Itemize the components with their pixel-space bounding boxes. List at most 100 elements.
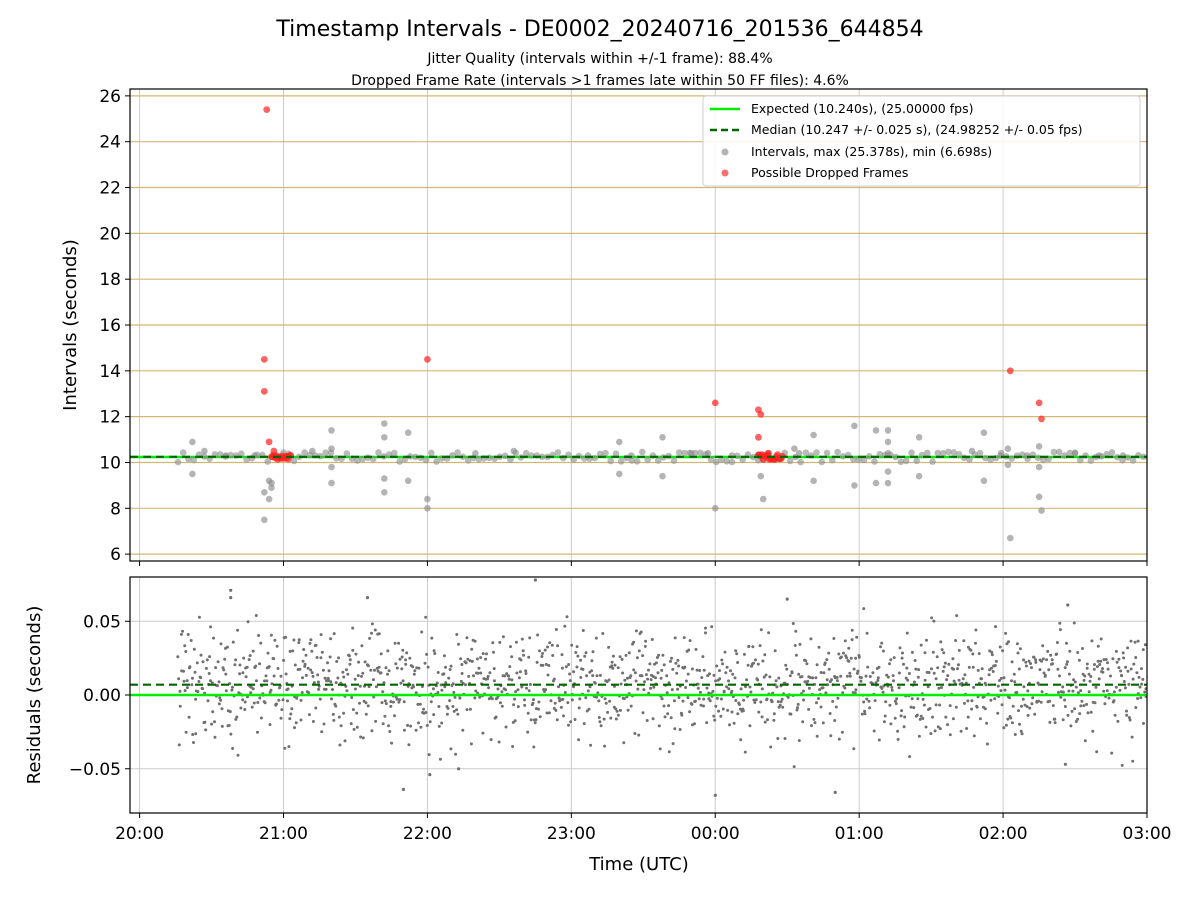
residual-point — [177, 677, 181, 681]
residual-point — [556, 644, 560, 648]
interval-point — [628, 457, 636, 464]
dropped-frame-point — [1035, 399, 1043, 407]
residual-point — [902, 725, 906, 729]
residual-point — [331, 712, 335, 716]
residual-point — [672, 699, 676, 703]
residual-point — [317, 687, 321, 691]
residual-point — [850, 638, 854, 642]
residual-point — [473, 639, 477, 643]
residual-point — [614, 707, 618, 711]
residual-point — [212, 636, 215, 640]
residual-point — [766, 718, 769, 722]
residual-point — [947, 662, 951, 666]
residual-point — [316, 673, 320, 677]
residual-point — [805, 662, 809, 666]
residual-point — [772, 712, 776, 716]
residual-point — [1063, 666, 1067, 670]
residual-point — [185, 686, 189, 690]
residual-point — [1079, 704, 1083, 708]
residual-point — [224, 689, 228, 693]
residual-point — [531, 701, 535, 705]
residual-point — [779, 700, 783, 704]
residual-point — [229, 732, 233, 736]
residual-point — [654, 676, 657, 680]
residual-point — [465, 708, 469, 712]
x-tick-label: 23:00 — [547, 824, 596, 844]
residual-point — [1017, 709, 1020, 713]
residual-point — [650, 638, 654, 641]
residual-point — [304, 673, 308, 677]
residual-point — [896, 729, 900, 733]
residual-point — [191, 733, 195, 736]
residual-point — [702, 697, 706, 701]
residual-point — [935, 655, 939, 659]
residual-point — [939, 640, 943, 644]
residual-point — [877, 665, 881, 669]
residual-point — [490, 697, 494, 701]
residual-point — [857, 655, 861, 659]
residual-point — [348, 658, 352, 662]
residual-point — [634, 679, 638, 683]
residual-point — [1047, 668, 1051, 672]
residual-point — [722, 689, 726, 693]
residual-point — [227, 724, 231, 727]
residual-point — [269, 633, 273, 637]
residual-point — [297, 641, 301, 645]
residual-point — [1028, 706, 1032, 710]
bottom-y-tick-label: 0.00 — [83, 686, 121, 706]
residual-point — [815, 734, 819, 738]
residual-point — [710, 625, 714, 629]
residual-point — [459, 679, 463, 683]
bottom-y-axis-label: Residuals (seconds) — [24, 606, 45, 785]
residual-point — [830, 678, 833, 682]
residual-point — [998, 645, 1002, 649]
residual-point — [792, 765, 796, 769]
residual-point — [794, 629, 798, 633]
residual-point — [836, 696, 840, 700]
residual-point — [243, 700, 247, 704]
residual-point — [560, 653, 564, 657]
residual-point — [485, 652, 488, 656]
residual-point — [498, 701, 502, 705]
residual-point — [1037, 683, 1041, 686]
residual-point — [922, 703, 926, 707]
residual-point — [398, 698, 402, 702]
residual-point — [1127, 716, 1131, 720]
residual-point — [897, 686, 901, 690]
residual-point — [201, 687, 204, 691]
residual-point — [538, 715, 542, 719]
residual-point — [1065, 660, 1069, 664]
interval-point — [797, 458, 804, 466]
residual-point — [972, 685, 976, 689]
residual-point — [195, 661, 199, 665]
residual-point — [966, 715, 970, 719]
residual-point — [970, 707, 974, 711]
residual-point — [529, 718, 533, 722]
residual-point — [370, 622, 374, 626]
residual-point — [381, 722, 385, 726]
residual-point — [850, 628, 854, 632]
residual-point — [629, 704, 633, 708]
residual-point — [1030, 666, 1033, 670]
residual-point — [584, 651, 588, 655]
residual-point — [800, 675, 804, 679]
residual-point — [328, 655, 332, 659]
residual-point — [352, 727, 356, 731]
residual-point — [952, 679, 956, 683]
residual-point — [411, 665, 415, 669]
residual-point — [197, 680, 201, 683]
residual-point — [671, 667, 675, 671]
residual-point — [545, 711, 549, 715]
residual-point — [454, 752, 458, 756]
residual-point — [448, 699, 452, 703]
residual-point — [708, 672, 711, 676]
dropped-frame-point — [260, 388, 268, 395]
residual-point — [934, 677, 938, 681]
residual-point — [849, 656, 853, 660]
residual-point — [315, 656, 319, 659]
residual-point — [217, 680, 221, 684]
residual-point — [384, 702, 388, 706]
residual-point — [1043, 673, 1047, 677]
residual-point — [424, 615, 428, 619]
residual-point — [389, 700, 393, 704]
